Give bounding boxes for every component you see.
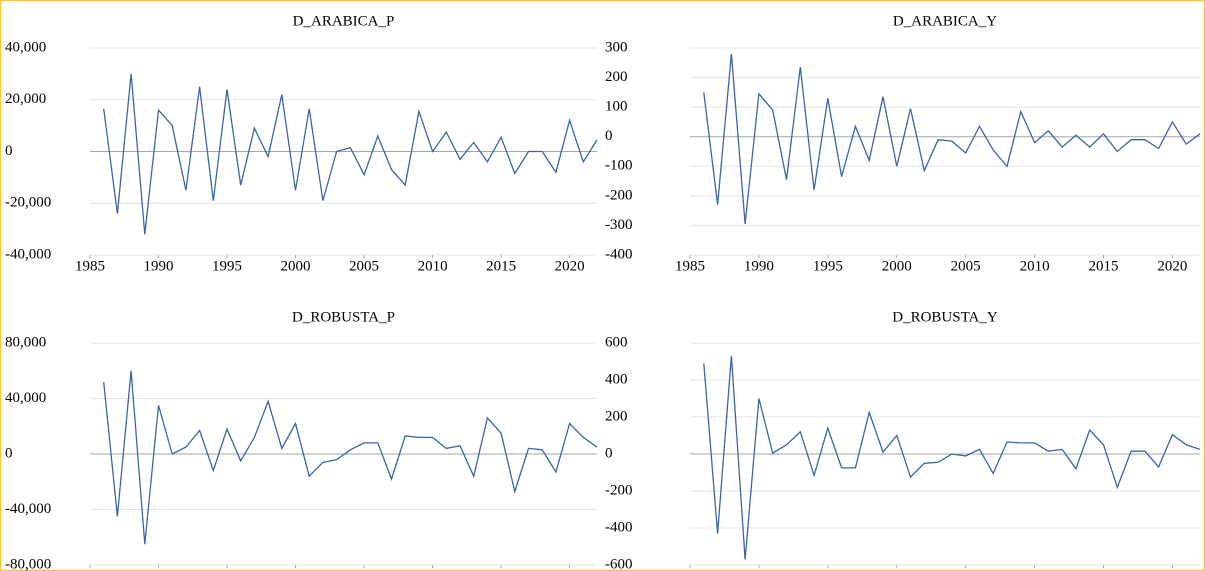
y-tick-label: -40,000 (5, 501, 51, 517)
x-tick-label: 2005 (349, 568, 379, 571)
x-tick-label: 2020 (555, 258, 585, 274)
series-line (103, 370, 598, 545)
y-tick-label: 100 (605, 99, 628, 115)
series-line (703, 355, 1201, 560)
y-tick-label: 0 (5, 143, 13, 159)
y-tick-label: 40,000 (5, 39, 46, 55)
x-tick-label: 1990 (744, 568, 774, 571)
x-tick-label: 1995 (813, 258, 843, 274)
y-tick-label: 200 (605, 69, 628, 85)
x-tick-label: 1985 (75, 258, 105, 274)
x-tick-label: 1990 (144, 258, 174, 274)
x-tick-label: 2005 (951, 568, 981, 571)
x-tick-label: 1985 (675, 568, 705, 571)
y-tick-label: 400 (605, 371, 628, 387)
y-tick-label: -200 (605, 482, 633, 498)
chart-title: D_ARABICA_P (293, 13, 395, 29)
x-tick-label: 2010 (1020, 258, 1050, 274)
x-tick-label: 2000 (882, 568, 912, 571)
x-tick-label: 1995 (212, 258, 242, 274)
x-tick-label: 2010 (418, 568, 448, 571)
x-tick-label: 2015 (486, 258, 516, 274)
chart-title: D_ARABICA_Y (893, 13, 997, 29)
x-tick-label: 1985 (75, 568, 105, 571)
x-tick-label: 2010 (1020, 568, 1050, 571)
x-tick-label: 2000 (281, 258, 311, 274)
y-tick-label: 600 (605, 334, 628, 350)
x-tick-label: 2005 (349, 258, 379, 274)
x-tick-label: 2020 (555, 568, 585, 571)
series-line (703, 53, 1201, 224)
y-tick-label: -40,000 (5, 246, 51, 262)
y-tick-label: 0 (605, 445, 613, 461)
y-tick-label: 0 (5, 445, 13, 461)
y-tick-label: 300 (605, 39, 628, 55)
x-tick-label: 2015 (1089, 568, 1119, 571)
y-tick-label: -20,000 (5, 195, 51, 211)
x-tick-label: 1985 (675, 258, 705, 274)
y-tick-label: -100 (605, 158, 633, 174)
y-tick-label: 80,000 (5, 334, 46, 350)
x-tick-label: 2000 (281, 568, 311, 571)
y-tick-label: -200 (605, 187, 633, 203)
x-tick-label: 2000 (882, 258, 912, 274)
series-line (103, 73, 598, 235)
x-tick-label: 2015 (486, 568, 516, 571)
x-tick-label: 2020 (1157, 568, 1187, 571)
y-tick-label: -80,000 (5, 556, 51, 571)
y-tick-label: -300 (605, 217, 633, 233)
y-tick-label: 200 (605, 408, 628, 424)
x-tick-label: 1995 (212, 568, 242, 571)
x-tick-label: 2020 (1157, 258, 1187, 274)
y-tick-label: -400 (605, 246, 633, 262)
y-tick-label: 20,000 (5, 91, 46, 107)
x-tick-label: 2015 (1089, 258, 1119, 274)
x-tick-label: 2005 (951, 258, 981, 274)
y-tick-label: -400 (605, 519, 633, 535)
x-tick-label: 1990 (744, 258, 774, 274)
x-tick-label: 2010 (418, 258, 448, 274)
x-tick-label: 1990 (144, 568, 174, 571)
chart-title: D_ROBUSTA_P (292, 309, 395, 325)
x-tick-label: 1995 (813, 568, 843, 571)
y-tick-label: -600 (605, 556, 633, 571)
y-tick-label: 0 (605, 128, 613, 144)
y-tick-label: 40,000 (5, 390, 46, 406)
chart-title: D_ROBUSTA_Y (892, 309, 998, 325)
